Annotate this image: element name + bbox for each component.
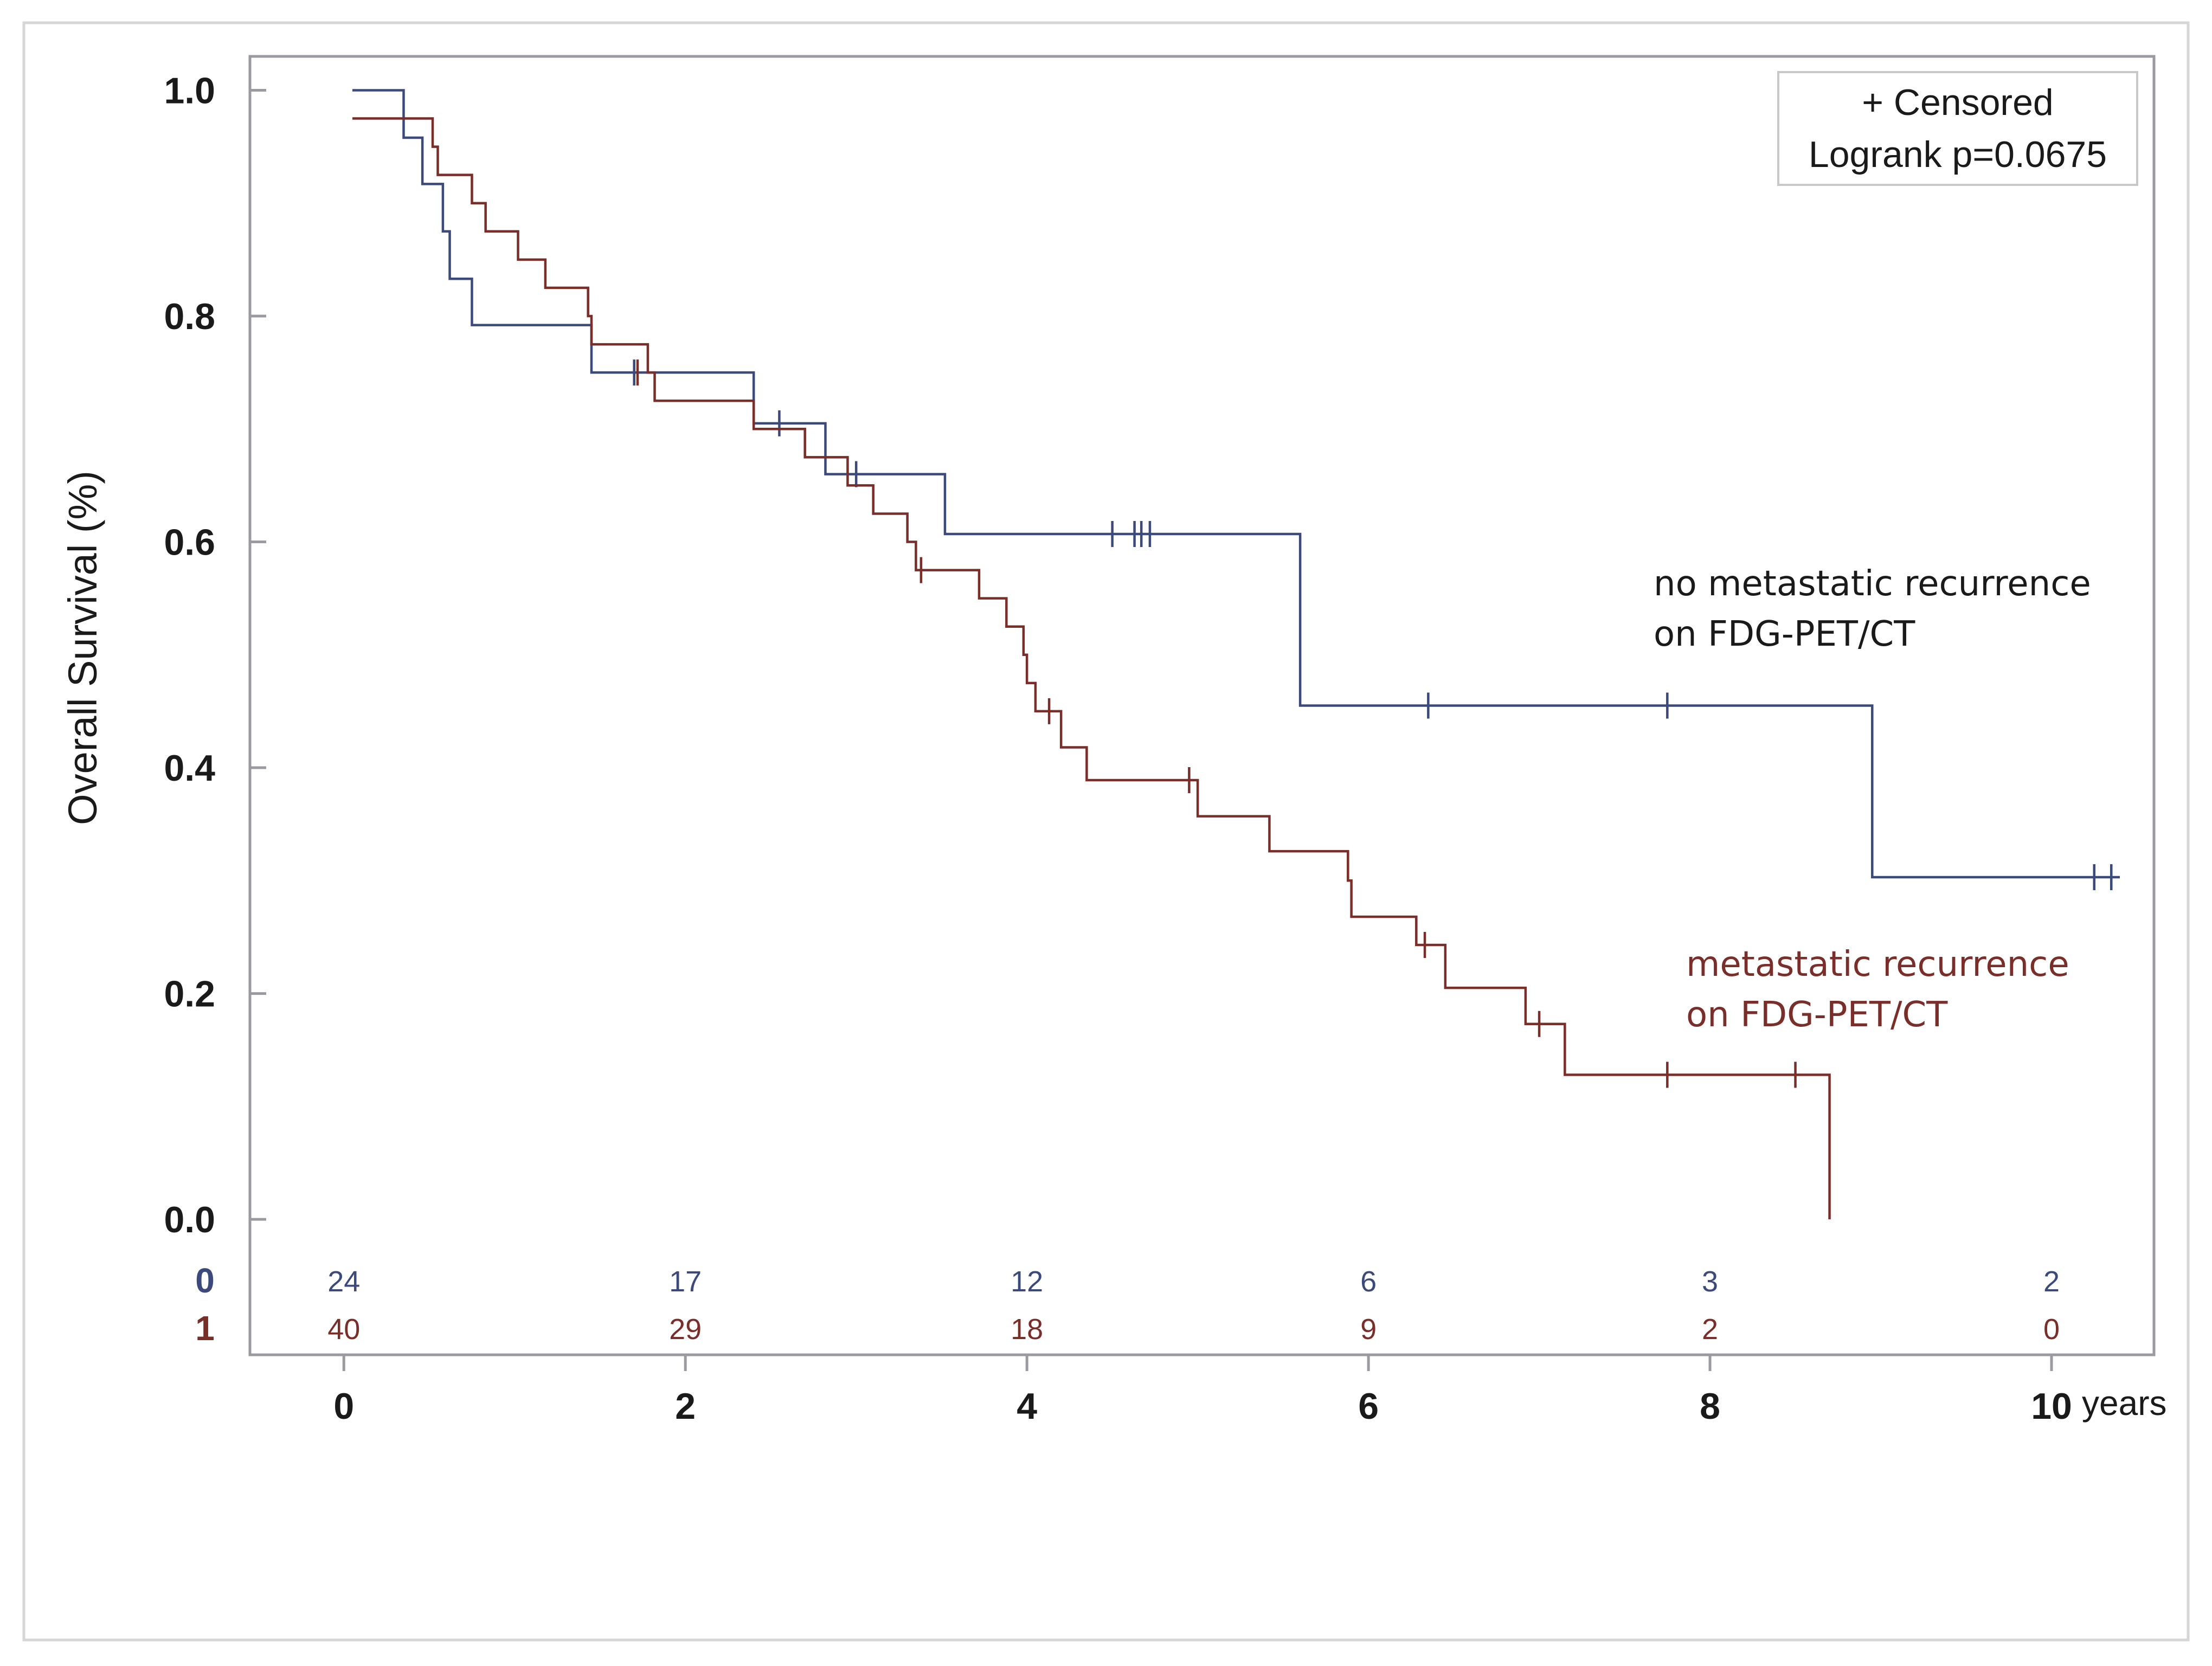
- survival-step-line: [352, 117, 1831, 1220]
- annotation-metastatic-line1: metastatic recurrence: [1686, 944, 2069, 985]
- legend-logrank-text: Logrank p=0.0675: [1809, 134, 2107, 175]
- x-tick-label: 0: [333, 1386, 354, 1427]
- x-tick-label: 2: [675, 1386, 696, 1427]
- y-tick-label: 0.6: [164, 522, 215, 563]
- series-group: [352, 117, 1831, 1220]
- y-axis-label: Overall Survival (%): [60, 471, 105, 825]
- x-tick-label: 6: [1358, 1386, 1379, 1427]
- series-group: [352, 89, 2120, 891]
- at-risk-count: 40: [327, 1313, 360, 1346]
- y-tick-label: 0.2: [164, 974, 215, 1015]
- at-risk-count: 3: [1702, 1265, 1718, 1298]
- at-risk-count: 0: [2043, 1313, 2060, 1346]
- at-risk-table: 0 24 17 12 6 3 2 1 40 29 18 9 2 0: [195, 1261, 2060, 1348]
- at-risk-count: 6: [1360, 1265, 1377, 1298]
- at-risk-count: 24: [327, 1265, 360, 1298]
- annotation-no-metastatic-line2: on FDG-PET/CT: [1654, 614, 1915, 654]
- annotation-no-metastatic: no metastatic recurrence on FDG-PET/CT: [1654, 564, 2091, 654]
- at-risk-group-label: 0: [195, 1261, 215, 1300]
- y-tick-label: 1.0: [164, 70, 215, 111]
- at-risk-count: 18: [1011, 1313, 1043, 1346]
- at-risk-count: 9: [1360, 1313, 1377, 1346]
- annotation-metastatic-line2: on FDG-PET/CT: [1686, 995, 1948, 1035]
- y-tick-label: 0.8: [164, 296, 215, 337]
- y-axis: 0.0 0.2 0.4 0.6 0.8 1.0: [164, 70, 266, 1240]
- at-risk-count: 2: [2043, 1265, 2060, 1298]
- survival-step-line: [352, 89, 2120, 879]
- at-risk-count: 29: [669, 1313, 702, 1346]
- y-tick-label: 0.4: [164, 748, 215, 789]
- annotation-no-metastatic-line1: no metastatic recurrence: [1654, 564, 2091, 604]
- annotation-metastatic: metastatic recurrence on FDG-PET/CT: [1686, 944, 2069, 1035]
- x-axis-label: years: [2082, 1384, 2167, 1423]
- x-tick-label: 4: [1017, 1386, 1037, 1427]
- legend-censored-text: + Censored: [1862, 82, 2053, 123]
- outer-frame: [22, 21, 2190, 1642]
- x-axis: 0 2 4 6 8 10: [333, 1355, 2072, 1427]
- at-risk-group-label: 1: [195, 1309, 215, 1348]
- x-tick-label: 8: [1700, 1386, 1720, 1427]
- series-layer: [352, 89, 2120, 1220]
- y-tick-label: 0.0: [164, 1199, 215, 1240]
- at-risk-count: 17: [669, 1265, 702, 1298]
- legend-box: + Censored Logrank p=0.0675: [1777, 71, 2138, 186]
- at-risk-count: 12: [1011, 1265, 1043, 1298]
- plot-frame: [248, 55, 2156, 1356]
- at-risk-count: 2: [1702, 1313, 1718, 1346]
- legend-frame: [1777, 71, 2138, 186]
- x-tick-label: 10: [2031, 1386, 2072, 1427]
